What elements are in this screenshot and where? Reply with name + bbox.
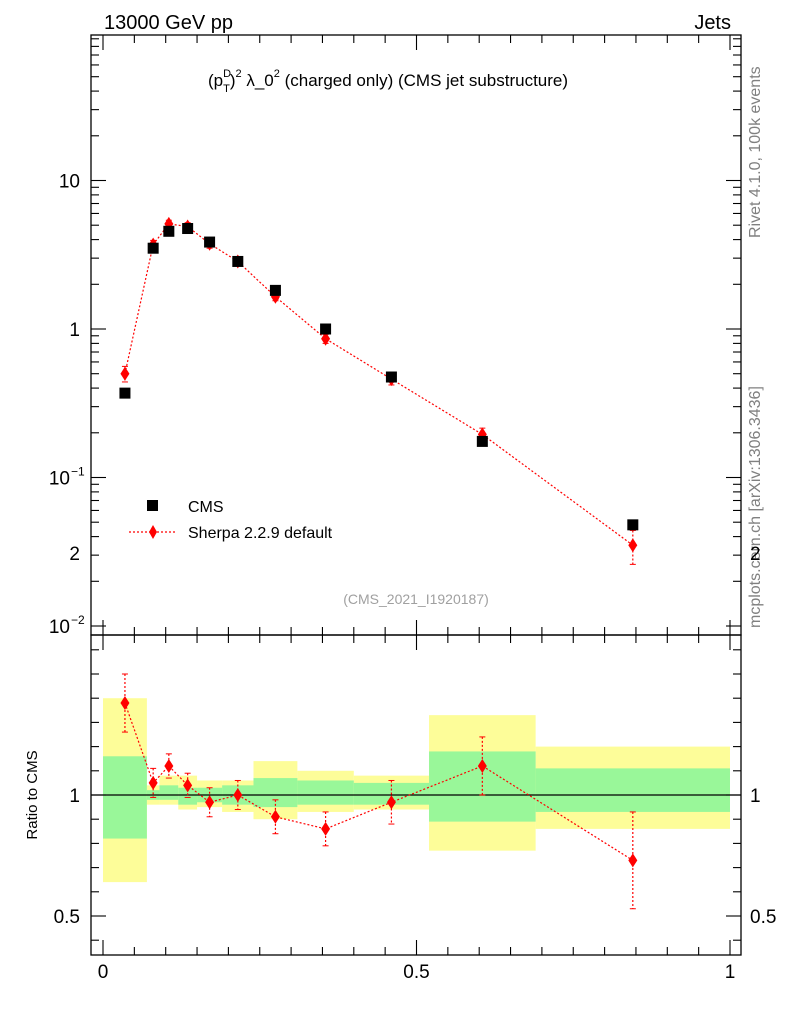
ratio-point — [386, 795, 396, 810]
title-sub-t: T — [223, 83, 230, 95]
title-sup-2b: 2 — [274, 68, 280, 80]
header-energy-label: 13000 GeV pp — [104, 12, 233, 34]
legend-cms-marker — [147, 500, 158, 511]
band-green — [297, 780, 354, 805]
legend-sherpa-label: Sherpa 2.2.9 default — [188, 525, 333, 542]
rivet-version-label: Rivet 4.1.0, 100k events — [747, 66, 764, 238]
cms-point — [119, 387, 131, 399]
legend-cms-label: CMS — [188, 499, 224, 516]
sherpa-point — [120, 366, 130, 381]
cms-point — [269, 284, 281, 296]
ratio-point — [205, 795, 215, 810]
sherpa-ratio-series — [120, 673, 638, 910]
ratio-y-axis-label: Ratio to CMS — [24, 750, 41, 839]
cms-point — [320, 323, 332, 335]
cms-point — [163, 225, 175, 237]
axis-ticks — [91, 35, 741, 955]
band-green — [535, 768, 730, 812]
title-rest: (charged only) (CMS jet substructure) — [280, 71, 568, 90]
analysis-id-label: (CMS_2021_I1920187) — [343, 591, 489, 607]
mcplots-label: mcplots.cern.ch [arXiv:1306.3436] — [747, 386, 764, 628]
ratio-point — [120, 696, 130, 711]
x-tick-label: 0 — [98, 962, 109, 983]
band-green — [178, 787, 198, 805]
ratio-point — [233, 788, 243, 802]
y-tick-label-main: 1 — [69, 320, 80, 341]
band-green — [103, 756, 147, 839]
title-close: ) — [230, 71, 236, 90]
x-tick-label: 0.5 — [403, 962, 429, 983]
y-tick-label-main: 10 — [49, 469, 70, 490]
plot-title: (pD T)2 λ_02 (charged only) (CMS jet subs… — [208, 68, 568, 95]
x-tick-label: 1 — [725, 962, 736, 983]
main-plot-frame — [90, 34, 742, 636]
cms-point — [182, 223, 194, 235]
y-tick-label-main: 10 — [59, 172, 80, 193]
cms-point — [385, 371, 397, 383]
y-tick-label-ratio: 2 — [69, 544, 80, 565]
ratio-point — [270, 809, 280, 824]
y-tick-label-ratio-right: 0.5 — [750, 907, 776, 928]
ratio-point — [477, 758, 487, 773]
sherpa-point — [628, 538, 638, 553]
sherpa-line — [124, 223, 634, 546]
band-green — [253, 778, 298, 808]
ratio-bands — [103, 698, 730, 883]
legend-sherpa-marker — [149, 525, 157, 539]
title-p: (p — [208, 71, 223, 90]
y-tick-label-ratio-right: 2 — [750, 544, 761, 565]
ratio-point — [321, 821, 331, 836]
ratio-point — [148, 775, 158, 790]
title-sup-d: D — [223, 68, 231, 80]
ratio-point — [628, 853, 638, 868]
cms-point — [627, 519, 639, 531]
legend: CMS Sherpa 2.2.9 default — [129, 499, 333, 542]
title-lambda: λ_0 — [242, 71, 274, 90]
cms-series — [119, 223, 639, 531]
cms-point — [232, 255, 244, 267]
y-tick-label-main: 10 — [49, 617, 70, 638]
sherpa-point — [321, 331, 331, 346]
ratio-point — [164, 758, 174, 773]
y-tick-label-ratio: 0.5 — [54, 907, 80, 928]
y-tick-label-exponent: −1 — [71, 465, 85, 479]
ratio-point — [183, 778, 193, 793]
cms-point — [476, 435, 488, 447]
y-tick-label-ratio: 1 — [69, 786, 80, 807]
ratio-line — [124, 702, 634, 861]
title-sup-2a: 2 — [235, 68, 241, 80]
band-green — [159, 785, 179, 800]
header-jets-label: Jets — [694, 12, 731, 34]
y-tick-label-ratio-right: 1 — [750, 786, 761, 807]
cms-point — [204, 236, 216, 248]
cms-point — [147, 242, 159, 254]
y-tick-label-exponent: −2 — [71, 613, 85, 627]
